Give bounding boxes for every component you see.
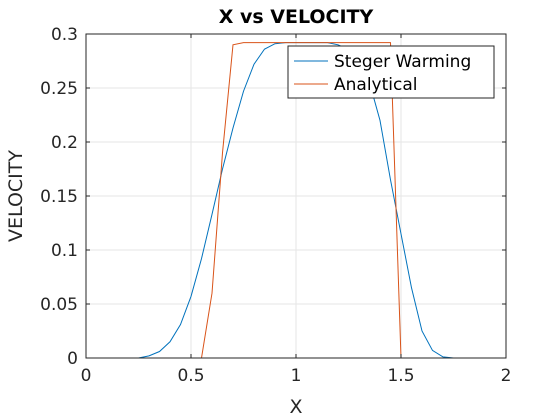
y-tick-label: 0.2: [51, 133, 78, 153]
legend-label-2: Analytical: [334, 75, 417, 95]
y-tick-label: 0.25: [40, 79, 78, 99]
x-tick-label: 1.5: [387, 366, 414, 386]
y-tick-label: 0: [67, 349, 78, 369]
y-axis-label: VELOCITY: [5, 150, 27, 242]
legend: Steger Warming Analytical: [287, 45, 495, 99]
ticks: 0 0.5 1 1.5 2 0 0.05 0.1 0.15 0.2 0.25 0.3: [40, 25, 511, 386]
y-tick-label: 0.1: [51, 241, 78, 261]
x-tick-label: 0: [81, 366, 92, 386]
legend-label-1: Steger Warming: [334, 52, 471, 72]
chart-title: X vs VELOCITY: [219, 6, 374, 28]
y-tick-label: 0.05: [40, 295, 78, 315]
series-line-2: [86, 42, 506, 359]
series-layer: [86, 42, 506, 359]
x-tick-label: 1: [291, 366, 302, 386]
x-axis-label: X: [289, 396, 302, 418]
x-tick-label: 0.5: [177, 366, 204, 386]
x-tick-label: 2: [501, 366, 512, 386]
y-tick-label: 0.15: [40, 187, 78, 207]
y-tick-label: 0.3: [51, 25, 78, 45]
legend-box: [287, 45, 495, 99]
